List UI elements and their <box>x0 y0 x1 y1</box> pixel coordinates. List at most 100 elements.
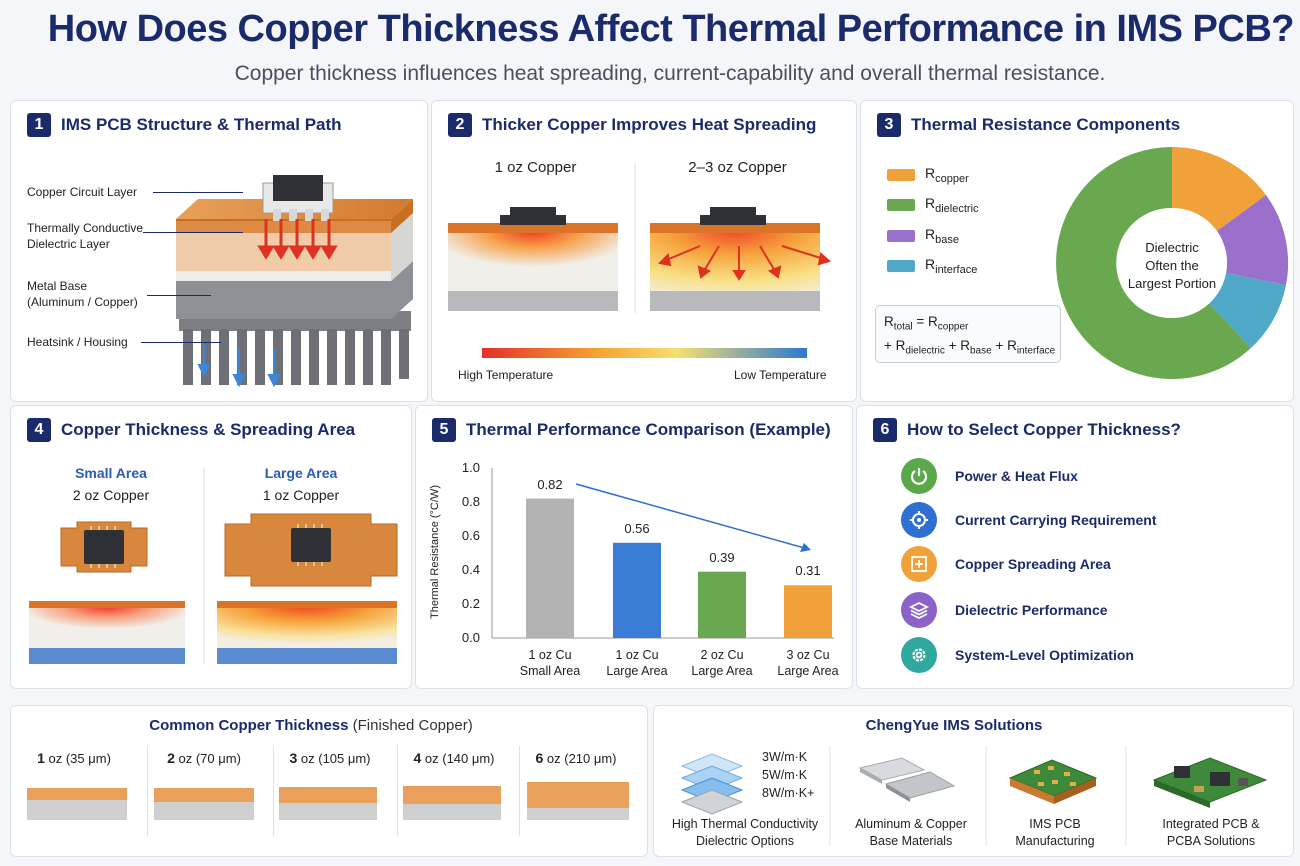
x-category-label: 1 oz Cu <box>615 648 659 662</box>
solution-base-materials: Aluminum & Copper Base Materials <box>855 817 967 848</box>
panel-5-number: 5 <box>432 418 456 442</box>
leader-metal <box>147 295 211 296</box>
x-category-label: Large Area <box>606 664 668 678</box>
solution-manufacturing: IMS PCB Manufacturing <box>1015 817 1095 848</box>
bar-value-label: 0.82 <box>537 476 563 492</box>
panel-spreading-area: 4 Copper Thickness & Spreading Area Smal… <box>10 405 412 689</box>
resistance-donut-chart <box>1056 147 1289 379</box>
thickness-4oz: 4 oz (140 μm) <box>401 750 507 825</box>
leader-heatsink <box>141 342 221 343</box>
thickness-3oz: 3 oz (105 μm) <box>277 750 383 825</box>
panel-ims-structure: 1 IMS PCB Structure & Thermal Path <box>10 100 428 402</box>
layers-icon <box>901 592 937 628</box>
y-tick-label: 0.6 <box>461 528 480 543</box>
donut-slice-copper <box>1172 147 1266 231</box>
criterion-power-heat-flux: Power & Heat Flux <box>901 458 1078 494</box>
heat-spreading-illustration <box>448 163 832 358</box>
panel-3-header: 3 Thermal Resistance Components <box>877 113 1180 137</box>
thermal-resistance-bar-chart <box>491 468 834 639</box>
y-tick-label: 0.4 <box>461 562 480 577</box>
x-category-label: Large Area <box>691 664 753 678</box>
x-category-label: 1 oz Cu <box>528 648 572 662</box>
x-category-label: Small Area <box>519 664 581 678</box>
page-subtitle: Copper thickness influences heat spreadi… <box>234 62 1106 85</box>
x-category-label: 2 oz Cu <box>700 648 744 662</box>
large-area-title: Large Area <box>264 465 338 481</box>
divider <box>147 746 148 836</box>
legend-label-dielectric: Rdielectric <box>925 195 979 215</box>
x-category-label: Large Area <box>777 664 839 678</box>
panel-5-title: Thermal Performance Comparison (Example) <box>466 420 831 439</box>
bar-4 <box>784 585 832 638</box>
panel-5-header: 5 Thermal Performance Comparison (Exampl… <box>432 418 831 442</box>
panel-performance-comparison: 5 Thermal Performance Comparison (Exampl… <box>415 405 853 689</box>
label-metal-base-2: (Aluminum / Copper) <box>27 295 138 309</box>
panel-2-header: 2 Thicker Copper Improves Heat Spreading <box>448 113 816 137</box>
heatsink-fins <box>179 311 411 385</box>
page-title: How Does Copper Thickness Affect Thermal… <box>47 8 1295 50</box>
power-icon <box>901 458 937 494</box>
panel-1-number: 1 <box>27 113 51 137</box>
bar-3 <box>698 571 746 638</box>
divider <box>397 746 398 836</box>
criterion-label-power: Power & Heat Flux <box>955 468 1078 484</box>
k-value-5: 5W/m·K <box>762 768 808 782</box>
metal-plates-icon <box>858 757 956 802</box>
panel-select-thickness: 6 How to Select Copper Thickness? Power … <box>856 405 1294 689</box>
panel-chengyue-solutions: ChengYue IMS Solutions <box>653 705 1294 857</box>
donut-center-line-2: Often the <box>1145 258 1199 273</box>
y-tick-label: 0.8 <box>461 494 480 509</box>
spreading-area-illustration <box>29 468 398 664</box>
label-dielectric-1: Thermally Conductive <box>27 221 144 235</box>
donut-slice-interface <box>1209 273 1286 348</box>
criterion-system-optimization: System-Level Optimization <box>901 637 1134 673</box>
legend-swatch-dielectric <box>887 199 915 211</box>
divider <box>273 746 274 836</box>
ims-stack-illustration <box>176 175 413 388</box>
criterion-label-dielectric: Dielectric Performance <box>955 602 1108 618</box>
legend-low-temperature: Low Temperature <box>734 368 827 382</box>
panel-7-title: Common Copper Thickness (Finished Copper… <box>149 717 473 734</box>
small-area-title: Small Area <box>75 465 147 481</box>
k-value-3: 3W/m·K <box>762 750 808 764</box>
pcba-board-icon <box>1152 757 1268 808</box>
panel-thermal-resistance: 3 Thermal Resistance Components Rcopper … <box>860 100 1294 402</box>
small-area-sub: 2 oz Copper <box>72 487 150 503</box>
divider <box>519 746 520 836</box>
legend-label-copper: Rcopper <box>925 165 969 185</box>
label-1oz: 1 oz Copper <box>494 159 577 176</box>
panel-6-number: 6 <box>873 418 897 442</box>
label-copper-layer: Copper Circuit Layer <box>27 185 138 199</box>
thickness-1oz: 1 oz (35 μm) <box>21 750 127 825</box>
area-icon <box>901 546 937 582</box>
label-2-3oz: 2–3 oz Copper <box>688 159 787 176</box>
formula-line-2: + Rdielectric + Rbase + Rinterface <box>884 338 1056 357</box>
criterion-spreading-area: Copper Spreading Area <box>901 546 1111 582</box>
donut-center-line-3: Largest Portion <box>1127 276 1217 291</box>
leader-copper <box>153 192 243 193</box>
x-category-label: 3 oz Cu <box>786 648 830 662</box>
legend-label-interface: Rinterface <box>925 256 978 276</box>
leader-dielectric <box>143 232 243 233</box>
panel-6-title: How to Select Copper Thickness? <box>907 420 1181 439</box>
panel-6-header: 6 How to Select Copper Thickness? <box>873 418 1181 442</box>
thickness-2oz: 2 oz (70 μm) <box>151 750 257 825</box>
ims-pcb-board-icon <box>1008 759 1098 804</box>
bar-2 <box>613 542 661 638</box>
donut-center-line-1: Dielectric <box>1145 240 1199 255</box>
dielectric-stack-icon <box>680 753 744 815</box>
legend-swatch-interface <box>887 260 915 272</box>
legend-label-base: Rbase <box>925 226 959 246</box>
panel-2-number: 2 <box>448 113 472 137</box>
bar-value-label: 0.31 <box>795 563 821 579</box>
panel-1-title: IMS PCB Structure & Thermal Path <box>61 115 342 134</box>
legend-swatch-copper <box>887 169 915 181</box>
panel-2-title: Thicker Copper Improves Heat Spreading <box>482 115 817 134</box>
legend-high-temperature: High Temperature <box>458 368 554 382</box>
panel-3-title: Thermal Resistance Components <box>911 115 1181 134</box>
panel-common-thickness: Common Copper Thickness (Finished Copper… <box>10 705 648 857</box>
solution-dielectric: High Thermal Conductivity Dielectric Opti… <box>671 817 819 848</box>
panel-1-header: 1 IMS PCB Structure & Thermal Path <box>27 113 342 137</box>
label-metal-base-1: Metal Base <box>27 279 88 293</box>
gear-icon <box>901 637 937 673</box>
